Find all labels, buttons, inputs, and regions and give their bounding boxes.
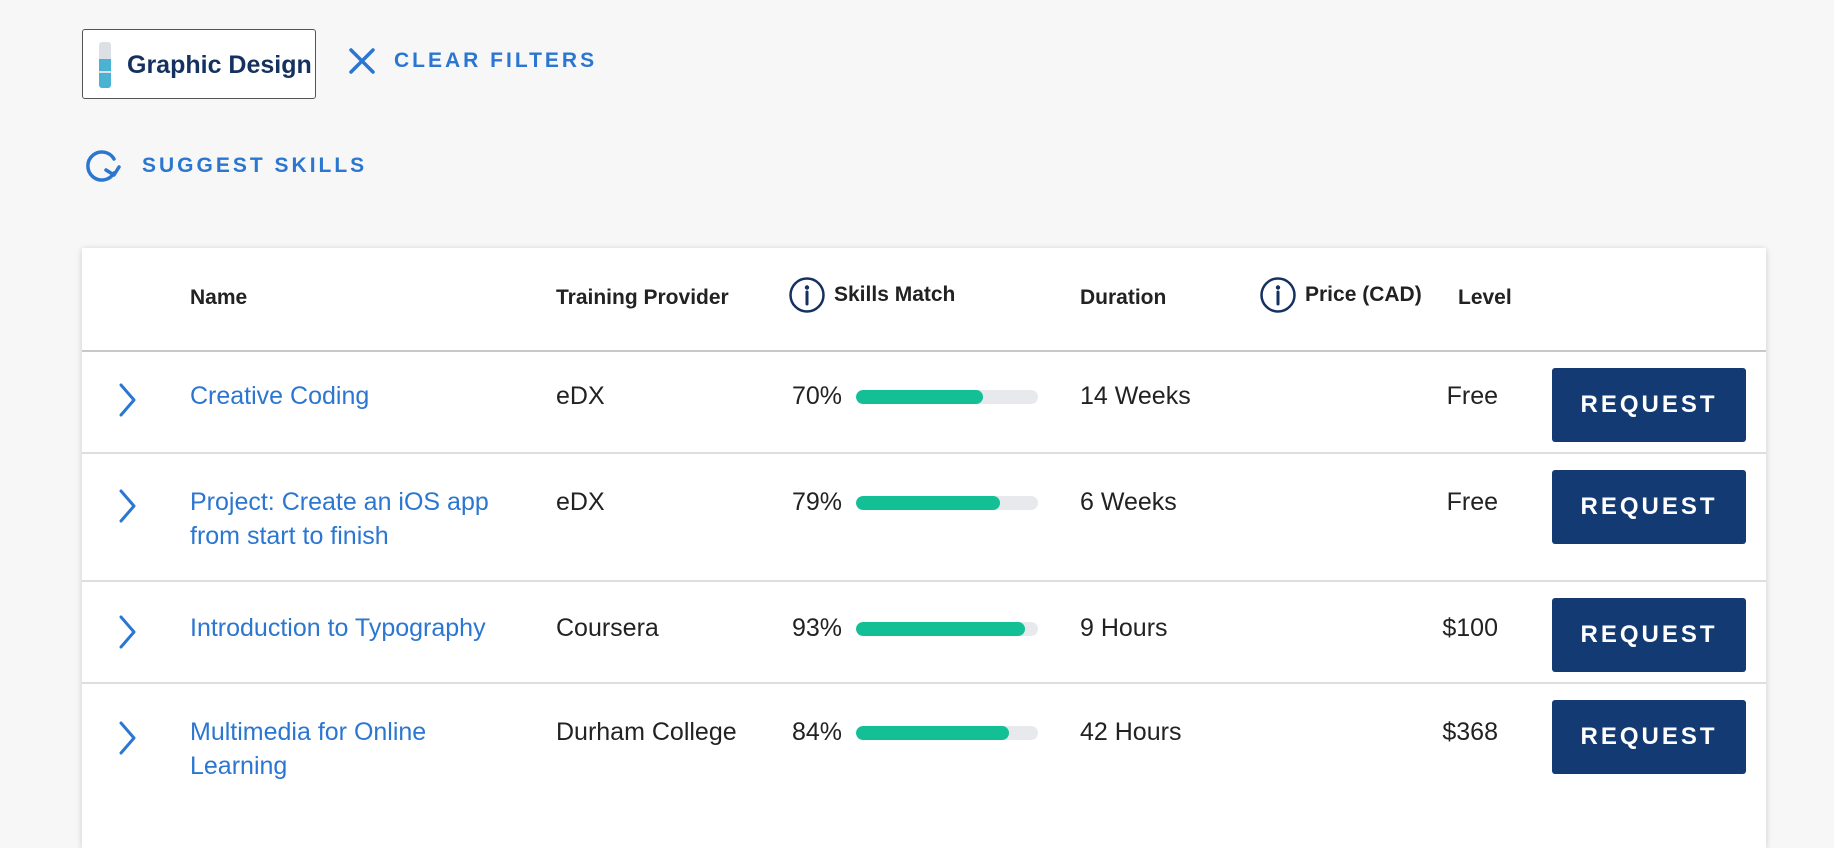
table-row: Project: Create an iOS app from start to… bbox=[82, 454, 1766, 582]
column-header-provider[interactable]: Training Provider bbox=[556, 286, 729, 309]
provider-cell: eDX bbox=[556, 382, 605, 410]
provider-cell: Coursera bbox=[556, 614, 659, 642]
skills-match-bar bbox=[856, 496, 1038, 510]
filter-chip-label: Graphic Design bbox=[127, 51, 312, 79]
price-cell: Free bbox=[1446, 382, 1498, 410]
course-name-link[interactable]: Project: Create an iOS app from start to… bbox=[190, 488, 489, 550]
duration-cell: 14 Weeks bbox=[1080, 382, 1191, 410]
skill-level-icon bbox=[99, 42, 111, 88]
skills-match-bar bbox=[856, 390, 1038, 404]
course-name-link[interactable]: Introduction to Typography bbox=[190, 614, 486, 642]
request-button[interactable]: REQUEST bbox=[1552, 598, 1746, 672]
skills-match-percent: 93% bbox=[792, 614, 843, 642]
course-table: Name Training Provider Skills Match Dura… bbox=[82, 248, 1766, 848]
info-icon[interactable] bbox=[1259, 276, 1297, 314]
request-button[interactable]: REQUEST bbox=[1552, 368, 1746, 442]
provider-cell: Durham College bbox=[556, 718, 737, 746]
request-button[interactable]: REQUEST bbox=[1552, 470, 1746, 544]
chevron-right-icon[interactable] bbox=[112, 486, 142, 526]
chevron-right-icon[interactable] bbox=[112, 718, 142, 758]
suggest-skills-button[interactable]: SUGGEST SKILLS bbox=[84, 146, 367, 186]
close-icon bbox=[349, 48, 375, 74]
clear-filters-label: CLEAR FILTERS bbox=[394, 49, 598, 72]
price-cell: $100 bbox=[1442, 614, 1498, 642]
table-row: Multimedia for Online Learning Durham Co… bbox=[82, 684, 1766, 814]
skills-match-percent: 84% bbox=[792, 718, 843, 746]
chevron-right-icon[interactable] bbox=[112, 380, 142, 420]
table-header: Name Training Provider Skills Match Dura… bbox=[82, 248, 1766, 352]
duration-cell: 6 Weeks bbox=[1080, 488, 1177, 516]
skills-match-label: Skills Match bbox=[834, 283, 956, 306]
table-row: Creative Coding eDX 70% 14 Weeks Free RE… bbox=[82, 352, 1766, 454]
skills-match-percent: 79% bbox=[792, 488, 843, 516]
course-name-link[interactable]: Multimedia for Online Learning bbox=[190, 718, 427, 780]
price-label: Price (CAD) bbox=[1305, 283, 1422, 306]
price-cell: Free bbox=[1446, 488, 1498, 516]
column-header-price[interactable]: Price (CAD) bbox=[1259, 276, 1422, 314]
column-header-skills-match[interactable]: Skills Match bbox=[788, 276, 955, 314]
request-button[interactable]: REQUEST bbox=[1552, 700, 1746, 774]
course-name-link[interactable]: Creative Coding bbox=[190, 382, 370, 410]
provider-cell: eDX bbox=[556, 488, 605, 516]
filter-chip-graphic-design[interactable]: Graphic Design bbox=[82, 29, 316, 99]
suggest-skills-label: SUGGEST SKILLS bbox=[142, 154, 368, 177]
info-icon[interactable] bbox=[788, 276, 826, 314]
skills-match-bar bbox=[856, 622, 1038, 636]
price-cell: $368 bbox=[1442, 718, 1498, 746]
table-row: Introduction to Typography Coursera 93% … bbox=[82, 582, 1766, 684]
refresh-icon bbox=[86, 150, 121, 182]
column-header-name[interactable]: Name bbox=[190, 286, 248, 309]
skills-match-percent: 70% bbox=[792, 382, 843, 410]
column-header-level[interactable]: Level bbox=[1458, 286, 1512, 309]
duration-cell: 42 Hours bbox=[1080, 718, 1182, 746]
column-header-duration[interactable]: Duration bbox=[1080, 286, 1167, 309]
duration-cell: 9 Hours bbox=[1080, 614, 1168, 642]
chevron-right-icon[interactable] bbox=[112, 612, 142, 652]
clear-filters-button[interactable]: CLEAR FILTERS bbox=[346, 44, 597, 78]
skills-match-bar bbox=[856, 726, 1038, 740]
